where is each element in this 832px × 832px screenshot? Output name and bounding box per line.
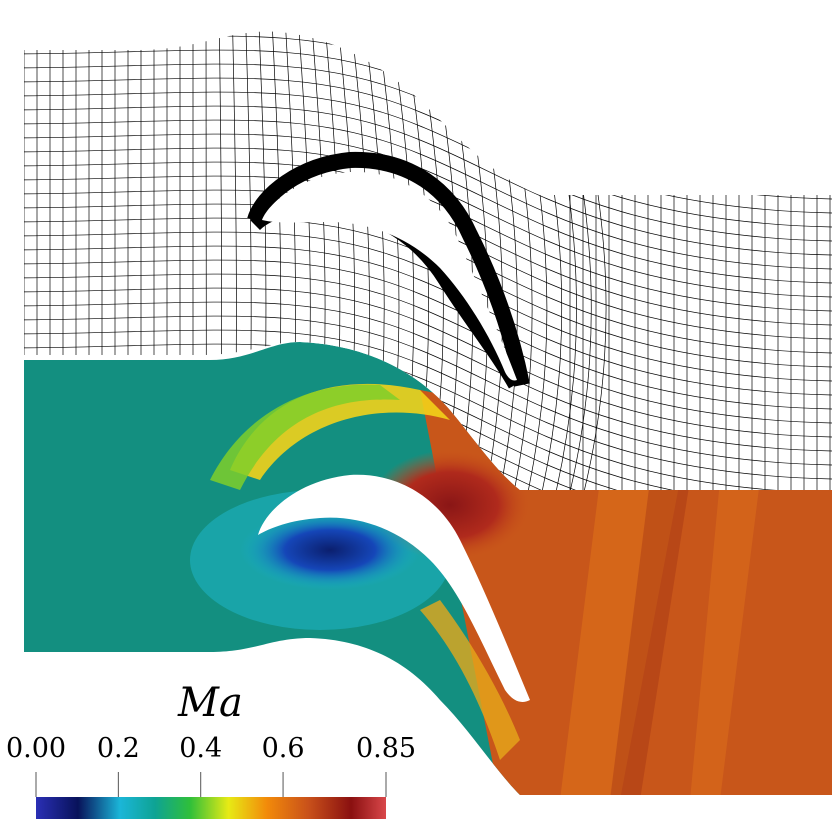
colorbar-gradient [36,797,386,819]
blade-lower [258,474,530,702]
mesh-line-horizontal [24,329,832,480]
mesh-line-horizontal [24,343,832,491]
mesh-line-horizontal [24,91,832,242]
mesh-line-horizontal [24,301,832,452]
colorbar-tick-label: 0.6 [261,733,305,764]
mesh-line-horizontal [24,315,832,466]
blade-upper [262,171,517,381]
colorbar-ticks [35,772,387,797]
mesh-line-horizontal [24,231,832,382]
mesh-line-horizontal [24,273,832,424]
colorbar-tick-label: 0.4 [179,733,223,764]
mesh-line-horizontal [24,287,832,438]
colorbar [35,772,387,819]
colorbar-title: Ma [178,680,243,726]
colorbar-tick-label: 0.85 [355,733,417,764]
mesh-line-horizontal [24,105,832,256]
mesh-line-horizontal [24,245,832,396]
colorbar-tick-label: 0.00 [5,733,67,764]
colorbar-tick-label: 0.2 [96,733,140,764]
mesh-line-horizontal [24,119,832,270]
mesh-line-horizontal [24,77,832,228]
mesh-line-horizontal [24,259,832,410]
